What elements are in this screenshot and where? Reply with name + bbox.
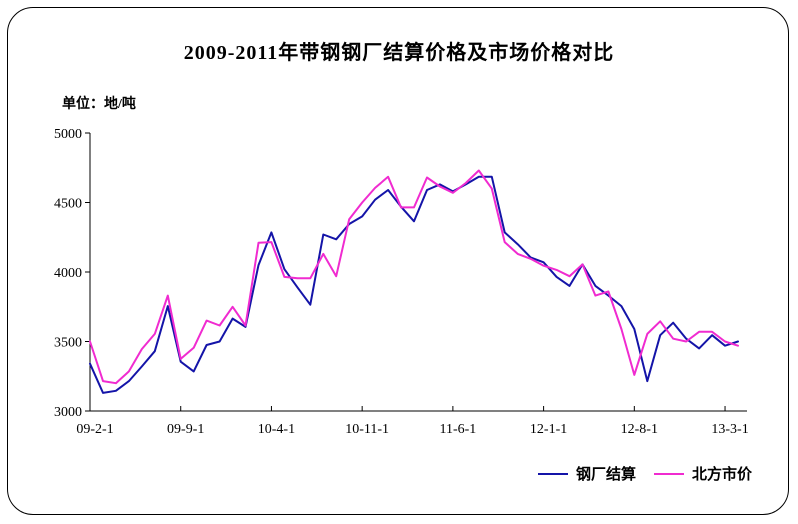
x-tick-label: 12-1-1 [530, 422, 567, 437]
series-line-0 [89, 175, 739, 394]
x-tick-label: 10-11-1 [345, 422, 389, 437]
x-tick-label: 10-4-1 [258, 422, 295, 437]
y-tick-label: 3000 [54, 405, 82, 420]
y-tick-label: 4500 [54, 197, 82, 212]
chart-title: 2009-2011年带钢钢厂结算价格及市场价格对比 [183, 42, 615, 64]
series-line-1 [89, 169, 739, 385]
y-tick-label: 4000 [54, 266, 82, 281]
legend-item-1: 北方市价 [653, 463, 752, 484]
y-tick-label: 5000 [54, 127, 82, 142]
legend-line-swatch [653, 472, 684, 475]
y-tick-label: 3500 [54, 336, 82, 351]
legend: 钢厂结算 北方市价 [537, 463, 752, 484]
x-tick-label: 13-3-1 [711, 422, 748, 437]
unit-label: 单位：地/吨 [62, 97, 136, 112]
x-tick-label: 11-6-1 [439, 422, 476, 437]
legend-line-swatch [537, 472, 568, 475]
legend-item-0: 钢厂结算 [537, 463, 636, 484]
legend-label: 北方市价 [691, 467, 752, 483]
x-tick-label: 12-8-1 [621, 422, 658, 437]
legend-label: 钢厂结算 [575, 467, 636, 483]
x-tick-label: 09-2-1 [76, 422, 113, 437]
x-tick-label: 09-9-1 [167, 422, 204, 437]
